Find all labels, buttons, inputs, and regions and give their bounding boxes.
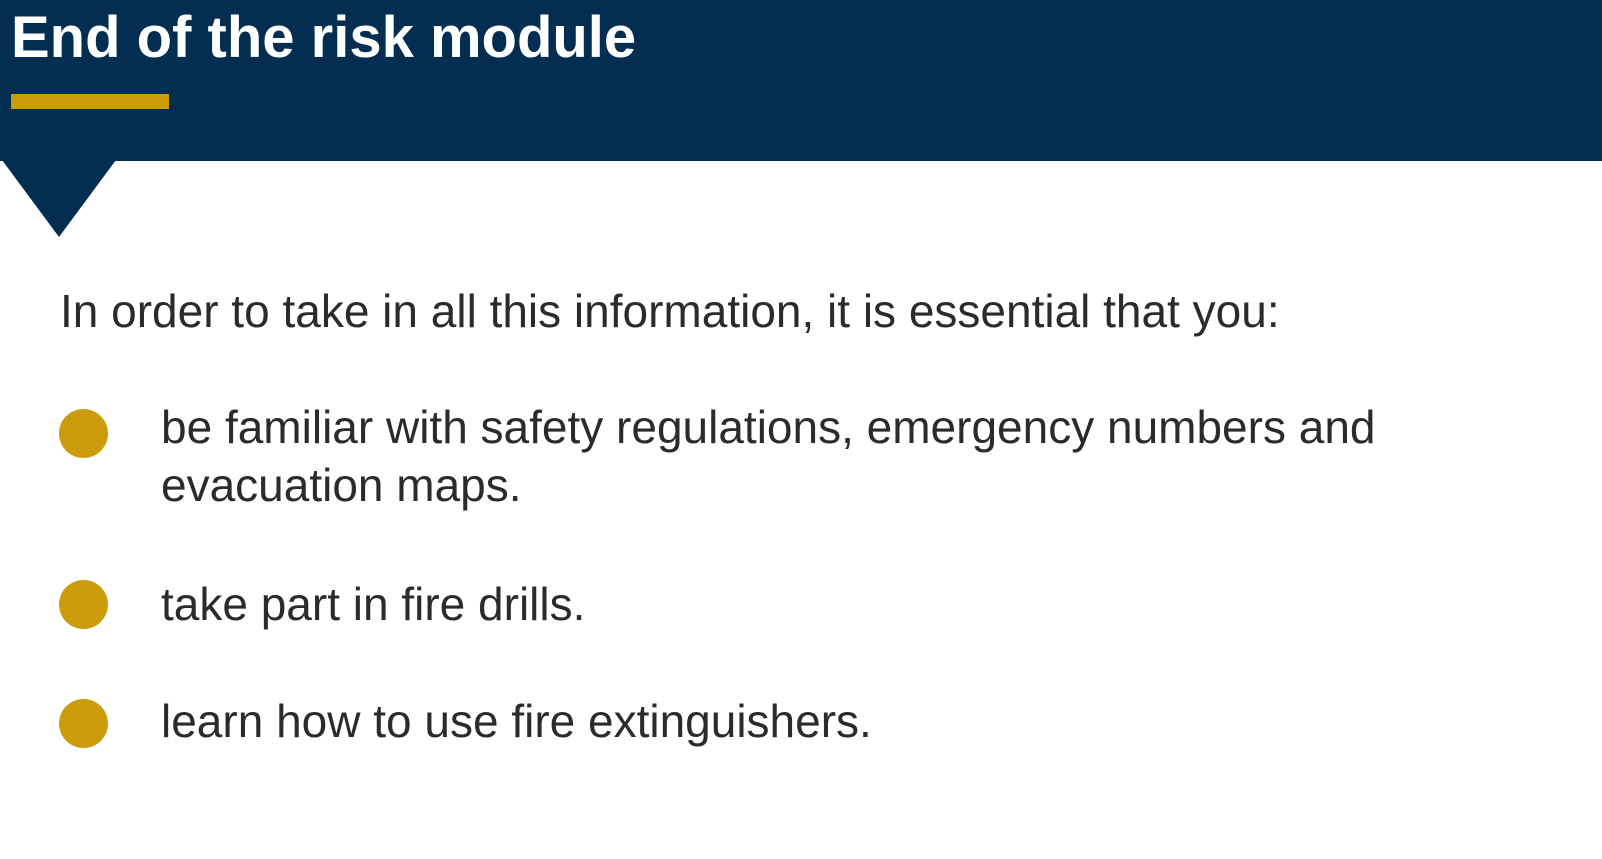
title-accent-bar <box>11 94 169 109</box>
bullet-dot-icon <box>59 409 108 458</box>
bullet-dot-icon <box>59 580 108 629</box>
slide-title: End of the risk module <box>11 5 637 70</box>
intro-text: In order to take in all this information… <box>60 285 1280 337</box>
bullet-dot-icon <box>59 699 108 748</box>
header-band <box>0 0 1602 161</box>
bullet-text: take part in fire drills. <box>161 578 586 630</box>
bullet-text: be familiar with safety regulations, eme… <box>161 401 1376 511</box>
bullet-text: learn how to use fire extinguishers. <box>161 695 872 747</box>
header-pointer-triangle <box>2 160 116 237</box>
